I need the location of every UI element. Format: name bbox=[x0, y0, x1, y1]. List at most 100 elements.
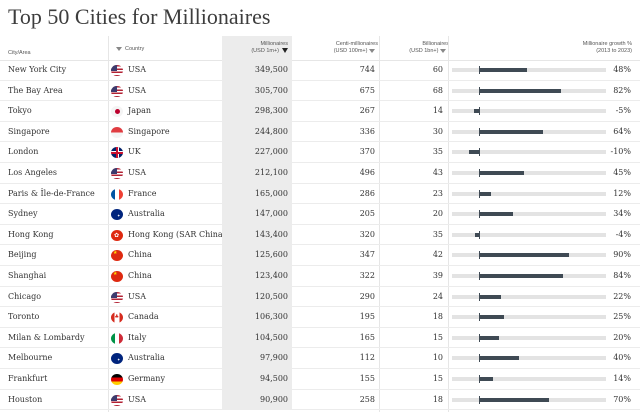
table-row[interactable]: Chicago USA 120,500 290 24 22% bbox=[0, 286, 640, 308]
filter-icon[interactable] bbox=[116, 46, 122, 51]
growth-bar-fill bbox=[479, 376, 493, 381]
billionaires-value: 15 bbox=[432, 332, 443, 342]
canada-flag-icon: ♣ bbox=[111, 312, 123, 324]
japan-flag-icon bbox=[111, 106, 123, 118]
column-header-growth[interactable]: Millionaire growth % (2013 to 2023) bbox=[582, 41, 632, 54]
table-row[interactable]: Sydney ✦ Australia 147,000 205 20 34% bbox=[0, 204, 640, 225]
growth-bar-fill bbox=[475, 232, 479, 237]
column-header-country[interactable]: Country bbox=[116, 46, 144, 53]
table-row[interactable]: Shanghai ★ China 123,400 322 39 84% bbox=[0, 265, 640, 287]
millionaires-value: 165,000 bbox=[222, 183, 292, 204]
column-header-city[interactable]: City/Area bbox=[8, 50, 31, 56]
country-name: USA bbox=[128, 65, 146, 74]
country-name: USA bbox=[128, 291, 146, 301]
growth-bar bbox=[452, 230, 606, 239]
italy-flag-icon bbox=[111, 332, 123, 344]
growth-percent: 70% bbox=[613, 394, 631, 404]
us-flag-icon bbox=[111, 291, 123, 303]
city-name: Milan & Lombardy bbox=[8, 332, 85, 342]
city-name: Beijing bbox=[8, 250, 37, 260]
growth-percent: 12% bbox=[613, 188, 631, 198]
billionaires-value: 20 bbox=[432, 209, 443, 219]
table-row[interactable]: Los Angeles USA 212,100 496 43 45% bbox=[0, 162, 640, 184]
growth-bar bbox=[452, 127, 606, 136]
country-name: Singapore bbox=[128, 126, 170, 136]
centi-millionaires-value: 286 bbox=[359, 188, 375, 198]
table-row[interactable]: Houston USA 90,900 258 18 70% bbox=[0, 389, 640, 411]
table-row[interactable]: Hong Kong ✿ Hong Kong (SAR China) 143,40… bbox=[0, 224, 640, 246]
growth-bar-zero-line bbox=[479, 66, 480, 74]
sort-descending-icon[interactable] bbox=[282, 48, 288, 54]
growth-bar-fill bbox=[479, 170, 524, 175]
city-name: Shanghai bbox=[8, 270, 47, 280]
growth-percent: -10% bbox=[610, 147, 631, 157]
growth-percent: 45% bbox=[613, 167, 631, 177]
table-row[interactable]: Singapore Singapore 244,800 336 30 64% bbox=[0, 121, 640, 143]
us-flag-icon bbox=[111, 65, 123, 76]
table-row[interactable]: Frankfurt Germany 94,500 155 15 14% bbox=[0, 368, 640, 390]
table-row[interactable]: Toronto ♣ Canada 106,300 195 18 25% bbox=[0, 307, 640, 328]
city-name: Frankfurt bbox=[8, 373, 48, 383]
centi-millionaires-value: 290 bbox=[359, 291, 375, 301]
growth-bar bbox=[452, 333, 606, 342]
growth-bar-zero-line bbox=[479, 374, 480, 383]
billionaires-value: 14 bbox=[432, 106, 443, 116]
table-row[interactable]: Beijing ★ China 125,600 347 42 90% bbox=[0, 245, 640, 266]
growth-percent: -5% bbox=[615, 106, 631, 116]
city-name: Hong Kong bbox=[8, 229, 54, 239]
country-name: France bbox=[128, 188, 157, 198]
france-flag-icon bbox=[111, 188, 123, 200]
growth-bar bbox=[452, 271, 606, 280]
country-name: China bbox=[128, 250, 152, 260]
china-flag-icon: ★ bbox=[111, 250, 123, 262]
table-row[interactable]: New York City USA 349,500 744 60 48% bbox=[0, 60, 640, 81]
table-row[interactable]: The Bay Area USA 305,700 675 68 82% bbox=[0, 80, 640, 102]
growth-bar bbox=[452, 189, 606, 198]
centi-millionaires-value: 496 bbox=[359, 167, 375, 177]
growth-bar-zero-line bbox=[479, 189, 480, 198]
millionaires-value: 123,400 bbox=[222, 265, 292, 286]
millionaires-value: 298,300 bbox=[222, 101, 292, 121]
column-header-billionaires[interactable]: Billionaires (USD 1bn+) bbox=[409, 41, 449, 54]
table-row[interactable]: Milan & Lombardy Italy 104,500 165 15 20… bbox=[0, 327, 640, 349]
us-flag-icon bbox=[111, 85, 123, 97]
growth-bar-fill bbox=[479, 397, 549, 402]
growth-bar-fill bbox=[479, 315, 504, 320]
centi-millionaires-value: 165 bbox=[359, 332, 375, 342]
country-name: USA bbox=[128, 394, 146, 404]
singapore-flag-icon bbox=[111, 126, 123, 138]
uk-flag-icon bbox=[111, 147, 123, 159]
column-header-millionaires[interactable]: Millionaires (USD 1m+) bbox=[251, 41, 288, 54]
growth-bar-zero-line bbox=[479, 251, 480, 260]
growth-percent: 40% bbox=[613, 353, 631, 363]
millionaires-value: 120,500 bbox=[222, 286, 292, 307]
city-name: The Bay Area bbox=[8, 85, 63, 95]
city-name: Tokyo bbox=[8, 106, 32, 116]
city-name: Sydney bbox=[8, 209, 38, 219]
centi-millionaires-value: 258 bbox=[359, 394, 375, 404]
germany-flag-icon bbox=[111, 373, 123, 385]
growth-bar bbox=[452, 107, 606, 116]
column-header-centi-millionaires[interactable]: Centi-millionaires (USD 100m+) bbox=[333, 41, 378, 54]
filter-icon[interactable] bbox=[369, 48, 375, 53]
country-name: USA bbox=[128, 85, 146, 95]
table-row[interactable]: Melbourne ✦ Australia 97,900 112 10 40% bbox=[0, 348, 640, 369]
country-name: USA bbox=[128, 167, 146, 177]
city-name: Houston bbox=[8, 394, 43, 404]
growth-bar-fill bbox=[469, 150, 479, 155]
billionaires-value: 15 bbox=[432, 373, 443, 383]
city-name: New York City bbox=[8, 65, 67, 74]
table-row[interactable]: Paris & Île-de-France France 165,000 286… bbox=[0, 183, 640, 205]
table-row[interactable]: Tokyo Japan 298,300 267 14 -5% bbox=[0, 101, 640, 122]
growth-bar bbox=[452, 148, 606, 157]
billionaires-value: 42 bbox=[432, 250, 443, 260]
growth-percent: 25% bbox=[613, 312, 631, 322]
centi-millionaires-value: 744 bbox=[359, 65, 375, 74]
billionaires-value: 24 bbox=[432, 291, 443, 301]
filter-icon[interactable] bbox=[440, 48, 446, 53]
billionaires-value: 18 bbox=[432, 312, 443, 322]
city-name: Melbourne bbox=[8, 353, 53, 363]
growth-percent: 20% bbox=[613, 332, 631, 342]
table-row[interactable]: London UK 227,000 370 35 -10% bbox=[0, 142, 640, 163]
millionaires-value: 349,500 bbox=[222, 60, 292, 80]
